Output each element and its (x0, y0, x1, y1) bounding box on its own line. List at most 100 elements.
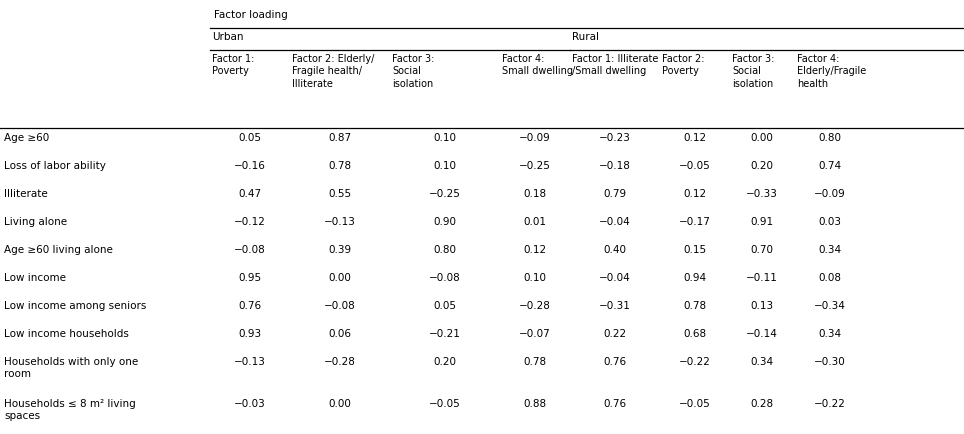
Text: Factor 1: Illiterate
/Small dwelling: Factor 1: Illiterate /Small dwelling (572, 54, 658, 76)
Text: Illiterate: Illiterate (4, 189, 48, 199)
Text: −0.25: −0.25 (429, 189, 461, 199)
Text: −0.04: −0.04 (599, 217, 630, 227)
Text: Low income households: Low income households (4, 329, 129, 339)
Text: 0.12: 0.12 (683, 133, 707, 143)
Text: 0.03: 0.03 (818, 217, 842, 227)
Text: −0.28: −0.28 (519, 301, 551, 311)
Text: 0.20: 0.20 (434, 357, 457, 367)
Text: 0.00: 0.00 (329, 399, 352, 409)
Text: 0.55: 0.55 (329, 189, 352, 199)
Text: 0.68: 0.68 (683, 329, 707, 339)
Text: −0.18: −0.18 (599, 161, 630, 171)
Text: Households ≤ 8 m² living
spaces: Households ≤ 8 m² living spaces (4, 399, 136, 421)
Text: 0.76: 0.76 (603, 357, 627, 367)
Text: −0.31: −0.31 (599, 301, 630, 311)
Text: Loss of labor ability: Loss of labor ability (4, 161, 106, 171)
Text: −0.34: −0.34 (814, 301, 846, 311)
Text: 0.80: 0.80 (818, 133, 842, 143)
Text: 0.74: 0.74 (818, 161, 842, 171)
Text: −0.08: −0.08 (429, 273, 461, 283)
Text: 0.94: 0.94 (683, 273, 707, 283)
Text: 0.15: 0.15 (683, 245, 707, 255)
Text: Households with only one
room: Households with only one room (4, 357, 138, 379)
Text: 0.78: 0.78 (329, 161, 352, 171)
Text: Factor 2:
Poverty: Factor 2: Poverty (662, 54, 705, 76)
Text: 0.47: 0.47 (238, 189, 261, 199)
Text: 0.90: 0.90 (434, 217, 457, 227)
Text: 0.80: 0.80 (434, 245, 457, 255)
Text: 0.76: 0.76 (238, 301, 261, 311)
Text: −0.30: −0.30 (815, 357, 845, 367)
Text: Factor loading: Factor loading (214, 10, 287, 20)
Text: −0.21: −0.21 (429, 329, 461, 339)
Text: −0.05: −0.05 (679, 161, 710, 171)
Text: −0.16: −0.16 (234, 161, 266, 171)
Text: 0.10: 0.10 (523, 273, 547, 283)
Text: 0.91: 0.91 (750, 217, 773, 227)
Text: 0.34: 0.34 (750, 357, 773, 367)
Text: −0.28: −0.28 (324, 357, 356, 367)
Text: 0.28: 0.28 (750, 399, 773, 409)
Text: −0.07: −0.07 (520, 329, 550, 339)
Text: −0.22: −0.22 (679, 357, 710, 367)
Text: 0.10: 0.10 (434, 161, 457, 171)
Text: 0.95: 0.95 (238, 273, 261, 283)
Text: −0.09: −0.09 (520, 133, 550, 143)
Text: Urban: Urban (212, 32, 244, 42)
Text: 0.20: 0.20 (751, 161, 773, 171)
Text: 0.12: 0.12 (523, 245, 547, 255)
Text: 0.08: 0.08 (818, 273, 842, 283)
Text: −0.22: −0.22 (814, 399, 846, 409)
Text: −0.03: −0.03 (234, 399, 266, 409)
Text: 0.10: 0.10 (434, 133, 457, 143)
Text: 0.88: 0.88 (523, 399, 547, 409)
Text: −0.04: −0.04 (599, 273, 630, 283)
Text: 0.12: 0.12 (683, 189, 707, 199)
Text: −0.05: −0.05 (679, 399, 710, 409)
Text: −0.08: −0.08 (234, 245, 266, 255)
Text: 0.13: 0.13 (750, 301, 773, 311)
Text: −0.25: −0.25 (519, 161, 551, 171)
Text: 0.22: 0.22 (603, 329, 627, 339)
Text: −0.33: −0.33 (746, 189, 778, 199)
Text: Low income among seniors: Low income among seniors (4, 301, 147, 311)
Text: 0.93: 0.93 (238, 329, 261, 339)
Text: 0.78: 0.78 (683, 301, 707, 311)
Text: Low income: Low income (4, 273, 66, 283)
Text: −0.14: −0.14 (746, 329, 778, 339)
Text: −0.11: −0.11 (746, 273, 778, 283)
Text: 0.05: 0.05 (238, 133, 261, 143)
Text: Rural: Rural (572, 32, 599, 42)
Text: Factor 1:
Poverty: Factor 1: Poverty (212, 54, 254, 76)
Text: 0.34: 0.34 (818, 329, 842, 339)
Text: −0.12: −0.12 (234, 217, 266, 227)
Text: 0.00: 0.00 (751, 133, 773, 143)
Text: −0.05: −0.05 (429, 399, 461, 409)
Text: −0.17: −0.17 (679, 217, 710, 227)
Text: 0.01: 0.01 (523, 217, 547, 227)
Text: 0.79: 0.79 (603, 189, 627, 199)
Text: −0.09: −0.09 (815, 189, 845, 199)
Text: −0.13: −0.13 (324, 217, 356, 227)
Text: 0.00: 0.00 (329, 273, 352, 283)
Text: 0.87: 0.87 (329, 133, 352, 143)
Text: Factor 3:
Social
isolation: Factor 3: Social isolation (732, 54, 774, 89)
Text: Factor 2: Elderly/
Fragile health/
Illiterate: Factor 2: Elderly/ Fragile health/ Illit… (292, 54, 374, 89)
Text: Living alone: Living alone (4, 217, 67, 227)
Text: Age ≥60 living alone: Age ≥60 living alone (4, 245, 113, 255)
Text: −0.13: −0.13 (234, 357, 266, 367)
Text: 0.05: 0.05 (434, 301, 457, 311)
Text: Factor 4:
Elderly/Fragile
health: Factor 4: Elderly/Fragile health (797, 54, 867, 89)
Text: 0.70: 0.70 (751, 245, 773, 255)
Text: 0.39: 0.39 (329, 245, 352, 255)
Text: 0.18: 0.18 (523, 189, 547, 199)
Text: Factor 3:
Social
isolation: Factor 3: Social isolation (392, 54, 435, 89)
Text: Age ≥60: Age ≥60 (4, 133, 49, 143)
Text: 0.76: 0.76 (603, 399, 627, 409)
Text: −0.08: −0.08 (324, 301, 356, 311)
Text: 0.34: 0.34 (818, 245, 842, 255)
Text: 0.06: 0.06 (329, 329, 352, 339)
Text: 0.40: 0.40 (603, 245, 627, 255)
Text: Factor 4:
Small dwelling: Factor 4: Small dwelling (502, 54, 573, 76)
Text: 0.78: 0.78 (523, 357, 547, 367)
